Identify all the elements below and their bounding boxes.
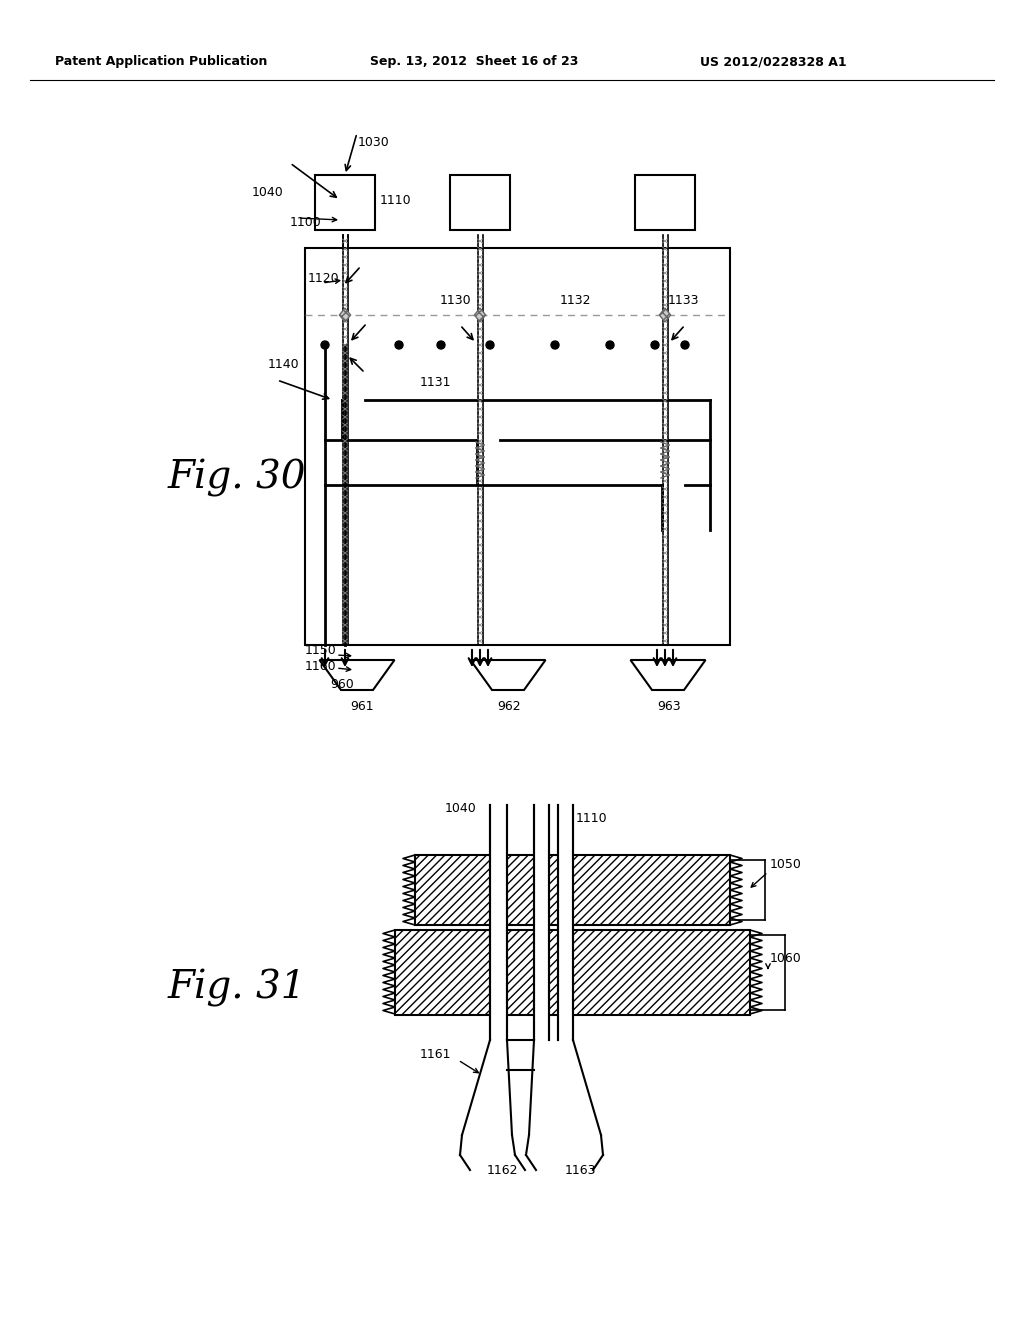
Text: 1040: 1040 [252,186,284,198]
Text: 1163: 1163 [565,1163,597,1176]
Circle shape [437,341,445,348]
Bar [305,248,730,645]
Bar [490,805,507,1144]
Bar [490,805,507,1040]
Circle shape [681,341,689,348]
Bar [535,805,549,1040]
Circle shape [651,341,659,348]
Text: Fig. 31: Fig. 31 [168,969,306,1007]
Text: 1133: 1133 [668,293,699,306]
Text: 1132: 1132 [560,293,592,306]
Bar [635,176,695,230]
Circle shape [321,341,329,348]
Text: 960: 960 [330,677,353,690]
Text: Fig. 30: Fig. 30 [168,459,306,498]
Text: Sep. 13, 2012  Sheet 16 of 23: Sep. 13, 2012 Sheet 16 of 23 [370,55,579,69]
Bar [315,176,375,230]
Text: 1131: 1131 [420,375,452,388]
Text: 1100: 1100 [290,216,322,230]
Text: US 2012/0228328 A1: US 2012/0228328 A1 [700,55,847,69]
Bar [395,931,750,1015]
Circle shape [486,341,494,348]
Text: 1110: 1110 [575,812,607,825]
Text: 1140: 1140 [268,359,300,371]
Text: 1161: 1161 [420,1048,452,1061]
Bar [558,805,573,1144]
Circle shape [395,341,403,348]
Text: 1162: 1162 [487,1163,518,1176]
Text: 1050: 1050 [770,858,802,871]
Text: 962: 962 [497,700,520,713]
Text: 1130: 1130 [440,293,472,306]
Text: 1120: 1120 [308,272,340,285]
Text: 1110: 1110 [380,194,412,206]
Bar [558,805,572,1040]
Polygon shape [339,308,350,322]
Polygon shape [474,308,485,322]
Circle shape [551,341,559,348]
Text: 1030: 1030 [358,136,390,149]
Text: 1060: 1060 [770,952,802,965]
Bar [534,805,549,1144]
Bar [415,855,730,925]
Text: 961: 961 [350,700,374,713]
Text: Patent Application Publication: Patent Application Publication [55,55,267,69]
Text: 963: 963 [657,700,681,713]
Circle shape [606,341,614,348]
Text: 1160: 1160 [305,660,337,672]
Polygon shape [659,308,671,322]
Text: 1040: 1040 [445,801,477,814]
Bar [450,176,510,230]
Text: 1150: 1150 [305,644,337,656]
